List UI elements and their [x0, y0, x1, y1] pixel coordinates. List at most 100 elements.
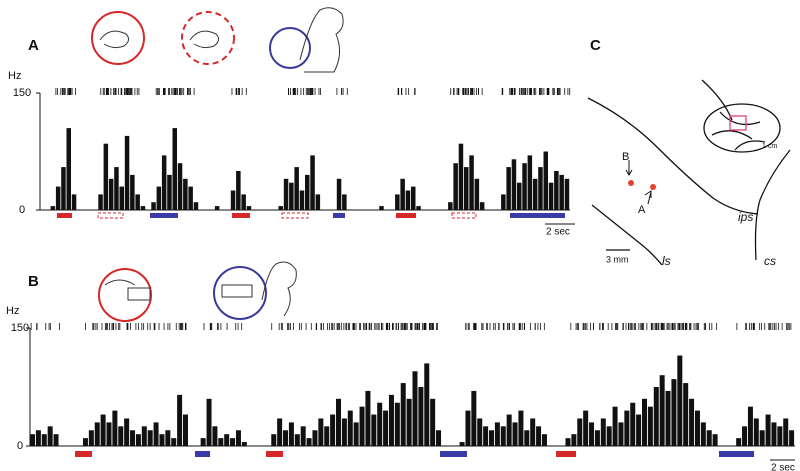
- bar: [536, 426, 542, 446]
- panel-label: B: [28, 273, 39, 290]
- bar: [342, 194, 347, 210]
- bar: [458, 143, 464, 210]
- bar: [246, 206, 252, 210]
- bar: [506, 167, 511, 210]
- bar: [565, 438, 571, 446]
- bar: [193, 202, 199, 210]
- bar: [167, 174, 172, 210]
- bar: [315, 194, 321, 210]
- arrow: [625, 160, 652, 205]
- bar: [347, 410, 353, 446]
- bar: [589, 422, 595, 446]
- bar: [583, 410, 589, 446]
- bar: [400, 178, 405, 210]
- bar: [522, 163, 527, 210]
- bar: [277, 418, 283, 446]
- bar: [289, 182, 294, 210]
- scale-label: 2 sec: [771, 463, 795, 471]
- bar: [66, 128, 72, 210]
- bar: [106, 422, 112, 446]
- bar: [765, 414, 771, 446]
- bar: [324, 426, 330, 446]
- bar: [212, 426, 218, 446]
- bar: [527, 155, 533, 210]
- bar: [789, 430, 795, 446]
- bar: [200, 438, 206, 446]
- bar: [61, 167, 66, 210]
- site-label: B: [622, 151, 629, 163]
- bar: [753, 418, 759, 446]
- bar: [310, 155, 315, 210]
- bar: [430, 398, 436, 446]
- bar: [712, 434, 718, 446]
- bar: [183, 178, 188, 210]
- bar: [747, 406, 753, 446]
- bar: [103, 143, 109, 210]
- bar: [283, 430, 289, 446]
- bar: [647, 406, 653, 446]
- bar: [130, 174, 135, 210]
- bar: [47, 426, 53, 446]
- bar: [677, 355, 683, 446]
- bar: [177, 163, 183, 210]
- bar: [365, 390, 371, 446]
- bar: [151, 202, 156, 210]
- bar: [548, 182, 554, 210]
- bar: [559, 174, 564, 210]
- bar: [153, 422, 159, 446]
- bar: [541, 434, 547, 446]
- epoch-bars: [57, 212, 754, 457]
- bar: [618, 422, 624, 446]
- bar: [130, 430, 136, 446]
- bar: [436, 430, 442, 446]
- bar: [471, 390, 477, 446]
- bar: [577, 418, 583, 446]
- bar: [706, 430, 712, 446]
- bar: [416, 206, 421, 210]
- bar: [653, 387, 659, 446]
- site-label: A: [638, 204, 646, 216]
- bar: [294, 434, 300, 446]
- bar: [538, 167, 543, 210]
- bar: [564, 178, 570, 210]
- bar: [659, 375, 665, 446]
- bar: [98, 194, 103, 210]
- bar: [448, 202, 453, 210]
- bar: [341, 418, 347, 446]
- bar: [642, 398, 648, 446]
- bar: [571, 434, 577, 446]
- bar: [511, 159, 517, 210]
- bar: [165, 430, 171, 446]
- bar: [230, 438, 236, 446]
- bar: [736, 438, 742, 446]
- bar: [506, 414, 512, 446]
- bar: [183, 414, 189, 446]
- bar: [636, 414, 642, 446]
- bar: [359, 406, 365, 446]
- bar: [41, 434, 47, 446]
- bar: [406, 398, 412, 446]
- bar: [299, 190, 305, 210]
- bar: [683, 383, 689, 446]
- bar: [206, 398, 212, 446]
- bar: [489, 430, 495, 446]
- y-tick-label: 150: [11, 322, 29, 334]
- bar: [500, 426, 506, 446]
- recording-site: [650, 184, 656, 190]
- bar: [512, 422, 518, 446]
- bar: [665, 390, 671, 446]
- bar: [594, 430, 600, 446]
- bar: [230, 190, 236, 210]
- bar: [235, 430, 241, 446]
- bar: [172, 128, 178, 210]
- bar: [501, 194, 506, 210]
- bar: [100, 414, 106, 446]
- bar: [742, 426, 748, 446]
- bar: [330, 414, 336, 446]
- sulcus-label: ls: [662, 254, 671, 268]
- bar: [305, 174, 310, 210]
- bar: [383, 410, 389, 446]
- bar: [241, 442, 247, 446]
- bar: [124, 135, 130, 210]
- bar: [630, 402, 636, 446]
